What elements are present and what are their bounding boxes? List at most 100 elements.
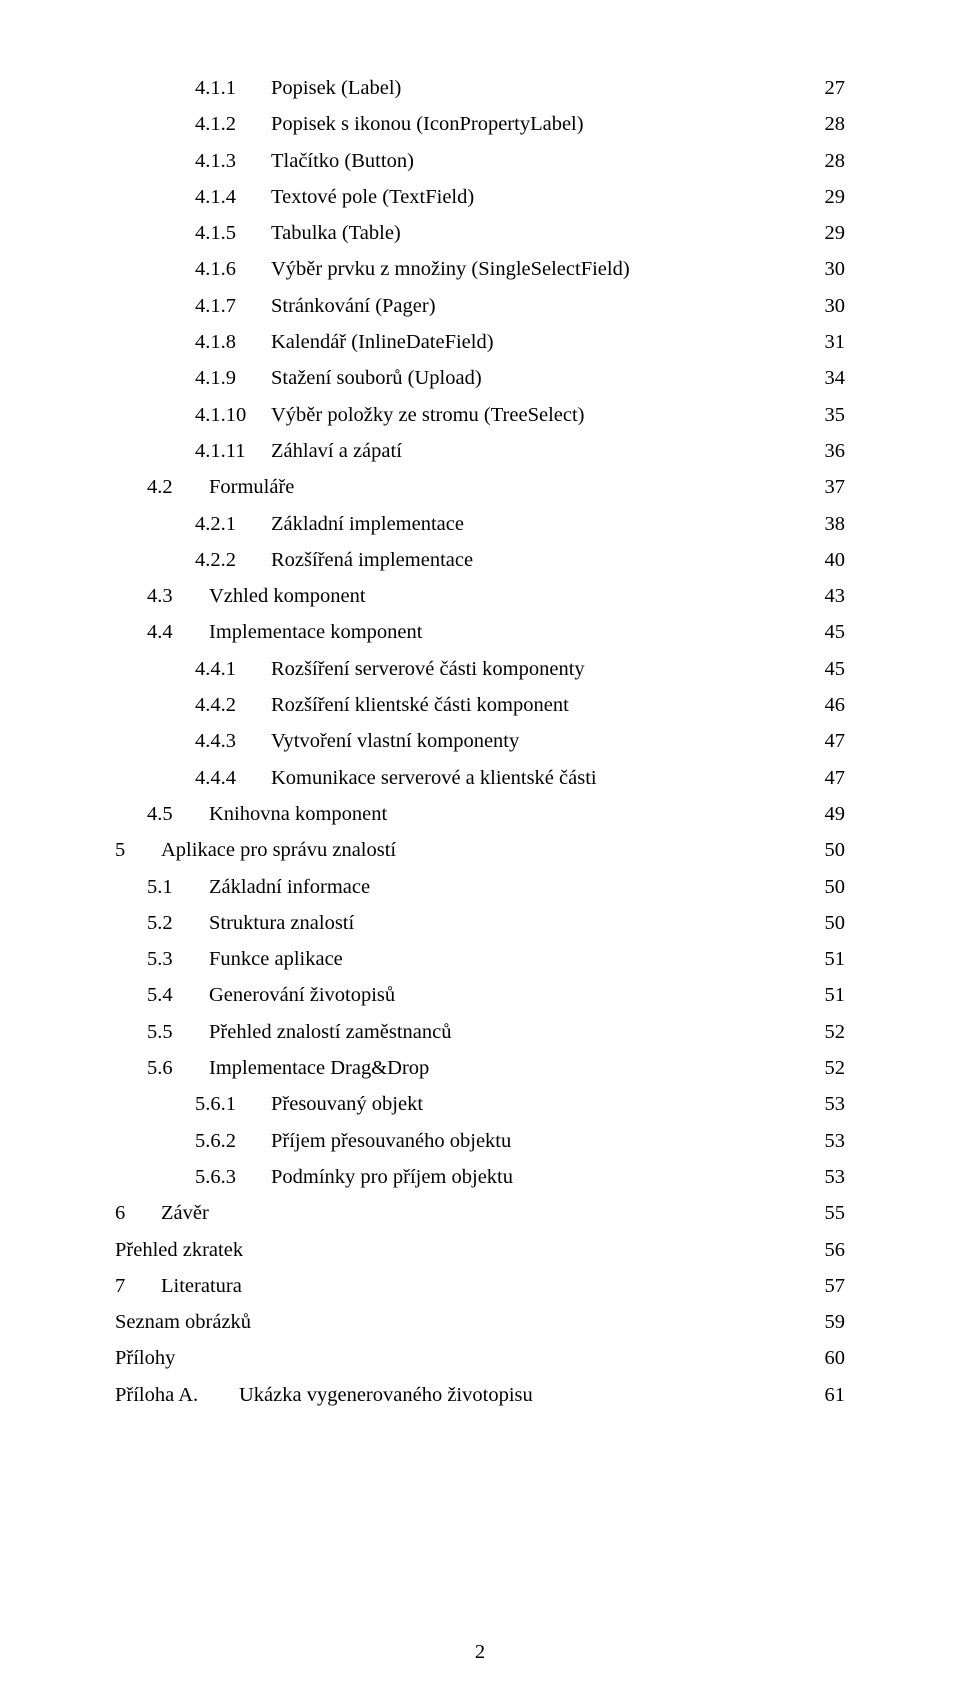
toc-entry-page: 29 [821,223,846,244]
toc-entry-page: 28 [821,114,846,135]
toc-entry-title: Tlačítko (Button) [271,151,414,172]
toc-entry-number: 4.1.6 [195,259,271,280]
toc-entry-title: Závěr [161,1203,209,1224]
toc-entry: 4.2.1Základní implementace38 [115,514,845,535]
toc-entry-number: 5.6.2 [195,1131,271,1152]
toc-entry-title: Seznam obrázků [115,1312,251,1333]
toc-entry-number: 4.1.9 [195,368,271,389]
toc-entry-page: 50 [821,913,846,934]
toc-entry-page: 47 [821,768,846,789]
toc-entry-number: 5.4 [147,985,209,1006]
toc-entry-number: 4.1.2 [195,114,271,135]
toc-entry: 4.4.2Rozšíření klientské části komponent… [115,695,845,716]
toc-entry-title: Formuláře [209,477,294,498]
toc-entry: 5.6.2Příjem přesouvaného objektu 53 [115,1131,845,1152]
toc-entry-number: 4.4 [147,622,209,643]
toc-entry-page: 53 [821,1094,846,1115]
toc-entry-page: 30 [821,259,846,280]
toc-entry-page: 36 [821,441,846,462]
toc-entry-number: 4.1.11 [195,441,271,462]
toc-entry-title: Tabulka (Table) [271,223,401,244]
toc-entry-page: 27 [821,78,846,99]
toc-entry-number: 4.1.1 [195,78,271,99]
toc-entry-title: Přesouvaný objekt [271,1094,423,1115]
toc-entry-page: 59 [821,1312,846,1333]
toc-entry: 5.6.1Přesouvaný objekt53 [115,1094,845,1115]
toc-entry: 5.4Generování životopisů 51 [115,985,845,1006]
toc-entry-title: Textové pole (TextField) [271,187,474,208]
toc-entry: 4.1.7Stránkování (Pager)30 [115,296,845,317]
toc-entry-page: 55 [821,1203,846,1224]
toc-entry-page: 56 [821,1240,846,1261]
toc-entry-title: Příjem přesouvaného objektu [271,1131,511,1152]
toc-list: 4.1.1Popisek (Label)274.1.2Popisek s iko… [115,78,845,1405]
toc-page: 4.1.1Popisek (Label)274.1.2Popisek s iko… [0,0,960,1702]
toc-entry: Příloha A.Ukázka vygenerovaného životopi… [115,1385,845,1406]
toc-entry-page: 30 [821,296,846,317]
toc-entry: 5.2Struktura znalostí 50 [115,913,845,934]
toc-entry-title: Rozšířená implementace [271,550,473,571]
toc-entry: 4.1.8Kalendář (InlineDateField)31 [115,332,845,353]
toc-entry-title: Kalendář (InlineDateField) [271,332,494,353]
toc-entry-title: Ukázka vygenerovaného životopisu [239,1385,533,1406]
toc-entry-page: 34 [821,368,846,389]
toc-entry-number: 5.1 [147,877,209,898]
toc-entry-number: 5.2 [147,913,209,934]
toc-entry-page: 53 [821,1167,846,1188]
toc-entry-page: 51 [821,985,846,1006]
toc-entry: 4.1.11Záhlaví a zápatí 36 [115,441,845,462]
toc-entry-title: Základní informace [209,877,370,898]
toc-entry-page: 40 [821,550,846,571]
toc-entry-page: 31 [821,332,846,353]
toc-entry-title: Knihovna komponent [209,804,387,825]
toc-entry: 4.1.3Tlačítko (Button)28 [115,151,845,172]
toc-entry-number: 4.4.3 [195,731,271,752]
toc-entry-page: 47 [821,731,846,752]
toc-entry-title: Záhlaví a zápatí [271,441,402,462]
toc-entry-number: 5.3 [147,949,209,970]
toc-entry-page: 52 [821,1022,846,1043]
toc-entry-title: Stažení souborů (Upload) [271,368,482,389]
toc-entry-page: 53 [821,1131,846,1152]
toc-entry: 4.1.4Textové pole (TextField)29 [115,187,845,208]
toc-entry-number: 4.1.3 [195,151,271,172]
toc-entry-number: 7 [115,1276,161,1297]
toc-entry: Seznam obrázků 59 [115,1312,845,1333]
toc-entry-page: 57 [821,1276,846,1297]
toc-entry-number: Příloha A. [115,1385,239,1406]
toc-entry-number: 4.5 [147,804,209,825]
toc-entry: 4.4Implementace komponent45 [115,622,845,643]
toc-entry-title: Vytvoření vlastní komponenty [271,731,519,752]
toc-entry-title: Funkce aplikace [209,949,343,970]
toc-entry-title: Výběr položky ze stromu (TreeSelect) [271,405,585,426]
toc-entry: 4.3Vzhled komponent43 [115,586,845,607]
toc-entry: 5Aplikace pro správu znalostí50 [115,840,845,861]
toc-entry: 4.5Knihovna komponent49 [115,804,845,825]
toc-entry-number: 5.5 [147,1022,209,1043]
toc-entry: 5.6Implementace Drag&Drop52 [115,1058,845,1079]
toc-entry: 7Literatura 57 [115,1276,845,1297]
toc-entry-number: 4.1.7 [195,296,271,317]
toc-entry: 4.4.1Rozšíření serverové části komponent… [115,659,845,680]
toc-entry-title: Struktura znalostí [209,913,354,934]
toc-entry: 5.5Přehled znalostí zaměstnanců52 [115,1022,845,1043]
toc-entry-page: 43 [821,586,846,607]
toc-entry-title: Aplikace pro správu znalostí [161,840,396,861]
toc-entry-page: 29 [821,187,846,208]
toc-entry-title: Přílohy [115,1348,175,1369]
toc-entry-title: Popisek (Label) [271,78,401,99]
toc-entry: 4.1.6Výběr prvku z množiny (SingleSelect… [115,259,845,280]
toc-entry-title: Generování životopisů [209,985,395,1006]
toc-entry-page: 61 [821,1385,846,1406]
toc-entry: 4.2.2Rozšířená implementace40 [115,550,845,571]
toc-entry: 5.6.3Podmínky pro příjem objektu53 [115,1167,845,1188]
toc-entry-page: 50 [821,877,846,898]
toc-entry-title: Implementace komponent [209,622,422,643]
toc-entry-page: 45 [821,659,846,680]
toc-entry-number: 4.1.10 [195,405,271,426]
toc-entry-page: 52 [821,1058,846,1079]
toc-entry: 4.1.1Popisek (Label) 27 [115,78,845,99]
toc-entry-title: Literatura [161,1276,242,1297]
toc-entry-title: Rozšíření klientské části komponent [271,695,569,716]
toc-entry: 5.1Základní informace 50 [115,877,845,898]
